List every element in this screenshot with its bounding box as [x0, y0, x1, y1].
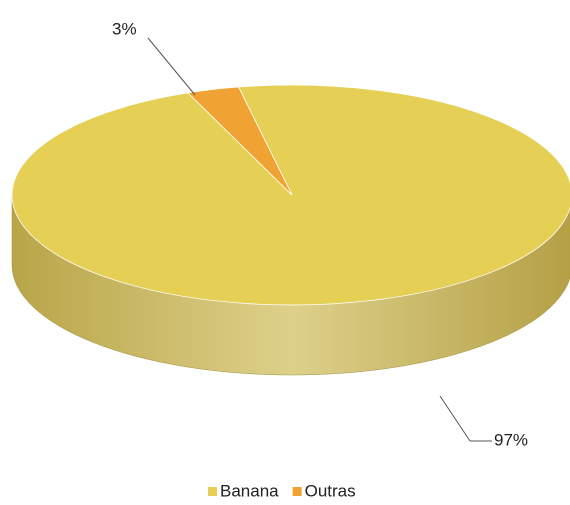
legend: Banana Outras: [208, 481, 356, 500]
legend-swatch: [292, 487, 302, 496]
leader-line: [439, 395, 471, 442]
pie-slice: [11, 84, 570, 306]
pie: [11, 84, 570, 376]
data-label: 97%: [494, 430, 528, 449]
pie-slice: [187, 86, 293, 196]
data-label: 3%: [112, 19, 137, 38]
leader-line: [147, 37, 196, 96]
legend-swatch: [208, 487, 217, 496]
legend-label: Outras: [305, 481, 356, 500]
legend-label: Banana: [220, 481, 279, 500]
